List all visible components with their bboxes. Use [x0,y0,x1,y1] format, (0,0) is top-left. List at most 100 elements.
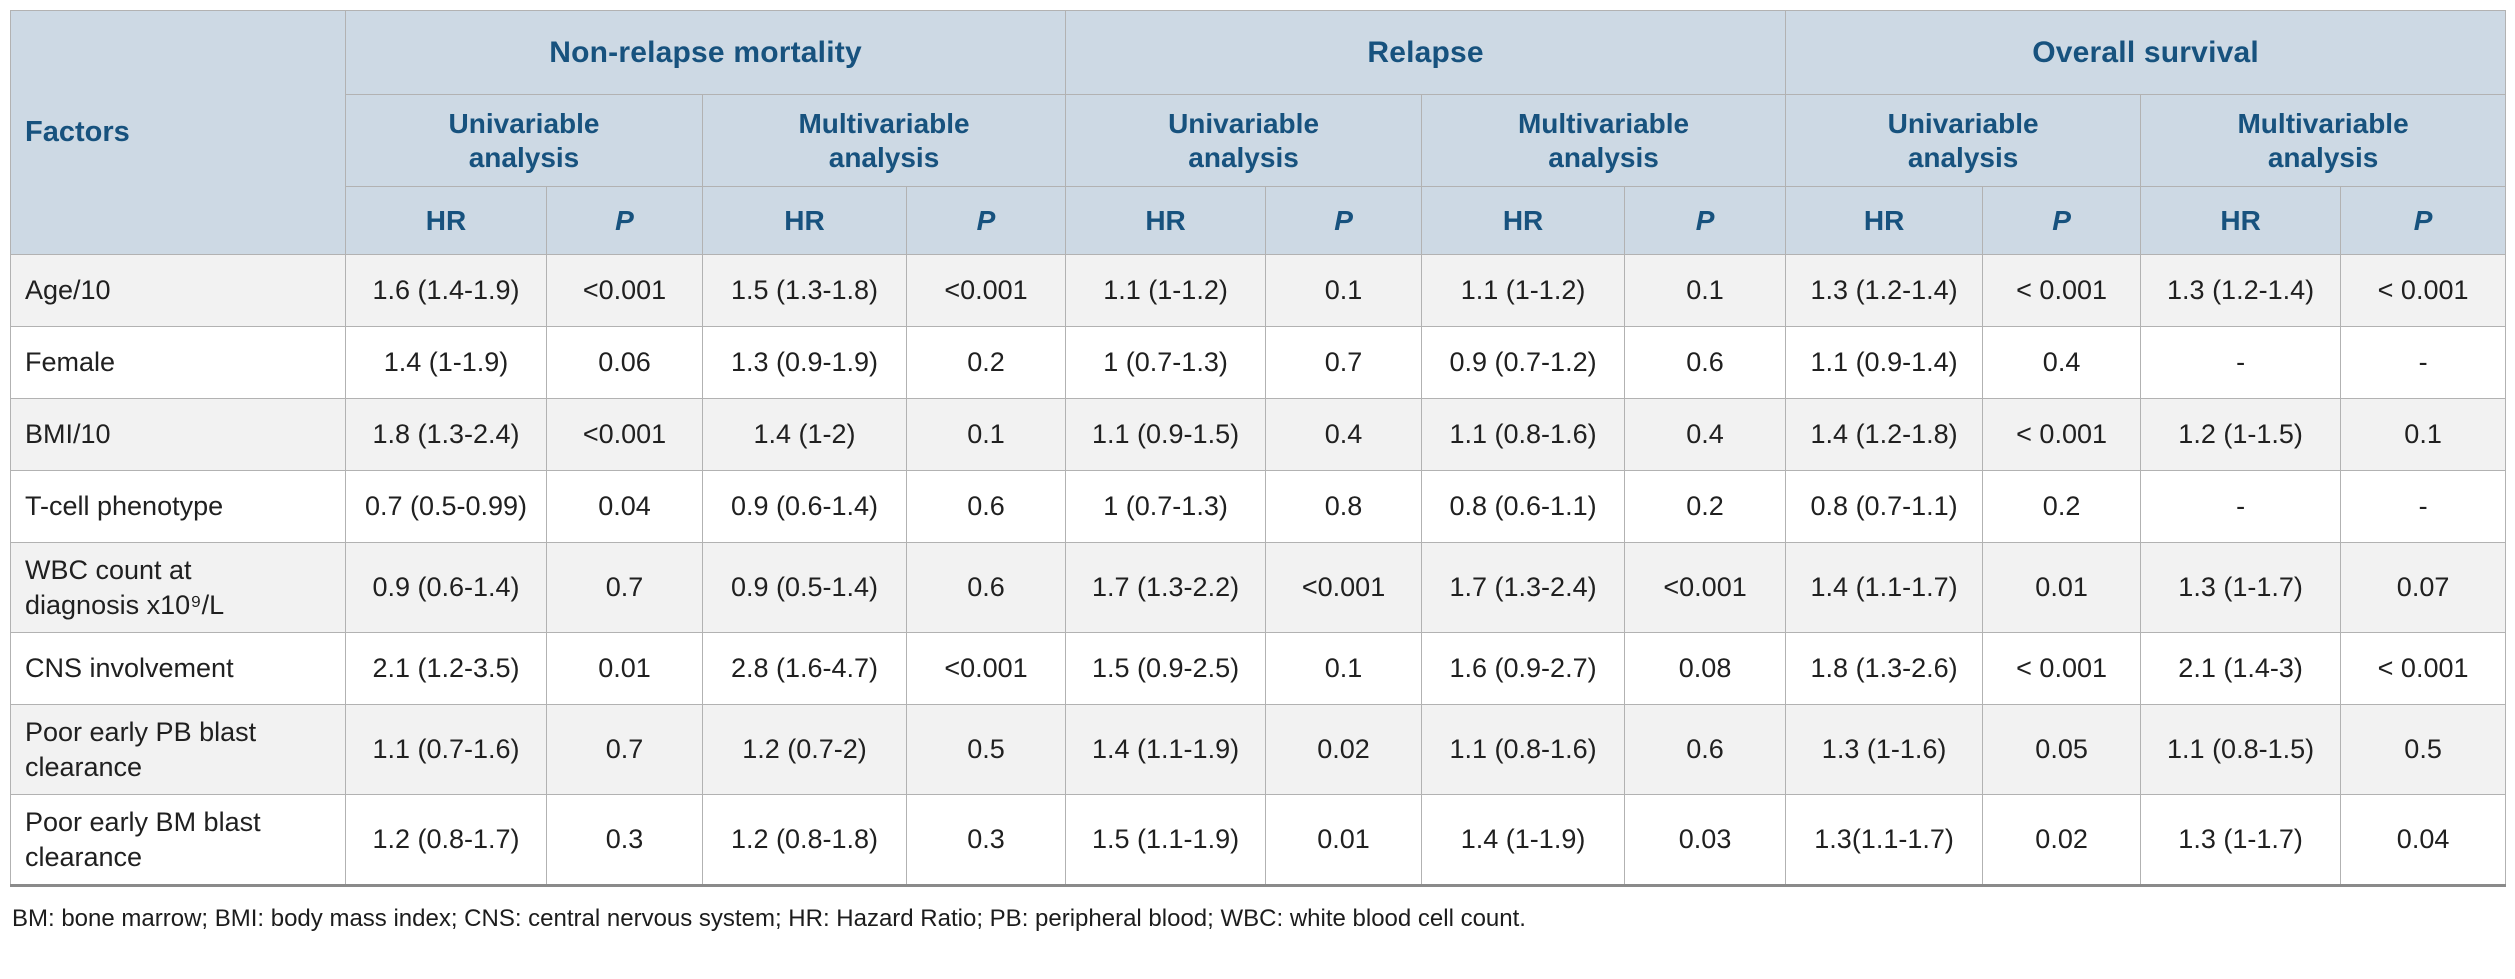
cell-nrm-multi-p: 0.3 [905,794,1067,887]
group-header-overall-survival: Overall survival [1785,10,2507,95]
table-row: T-cell phenotype 0.7 (0.5-0.99) 0.04 0.9 (0… [10,470,2507,543]
cell-os-uni-hr: 1.8 (1.3-2.6) [1785,632,1984,706]
table-row: WBC count at diagnosis x10⁹/L 0.9 (0.6-1.… [10,541,2507,634]
subheader-relapse-multivariable: Multivariable analysis [1421,94,1787,187]
cell-os-multi-p: < 0.001 [2340,632,2507,706]
cell-os-uni-p: 0.2 [1982,470,2142,543]
cell-relapse-multi-hr: 1.1 (0.8-1.6) [1421,398,1626,471]
cell-nrm-uni-hr: 1.8 (1.3-2.4) [345,398,547,471]
cell-nrm-uni-p: 0.3 [546,794,703,887]
table-header: Factors Non-relapse mortality Relapse Ov… [10,10,2507,255]
col-header-p-relapse-uni: P [1265,186,1423,255]
cell-relapse-uni-p: 0.4 [1265,398,1423,471]
factor-cell: Age/10 [10,254,346,327]
col-header-p-relapse-multi: P [1624,186,1787,255]
cell-os-multi-p: < 0.001 [2340,254,2507,327]
subheader-relapse-univariable: Univariable analysis [1065,94,1423,187]
cell-os-multi-hr: 1.2 (1-1.5) [2140,398,2342,471]
cell-os-multi-p: 0.04 [2340,794,2507,887]
col-header-p-nrm-multi: P [905,186,1067,255]
col-header-hr-os-multi: HR [2140,186,2342,255]
cell-nrm-multi-p: 0.5 [905,704,1067,796]
cell-relapse-uni-hr: 1.5 (0.9-2.5) [1065,632,1267,706]
cell-nrm-multi-p: <0.001 [905,254,1067,327]
table-row: Female 1.4 (1-1.9) 0.06 1.3 (0.9-1.9) 0.2 1 (… [10,326,2507,399]
cell-nrm-multi-hr: 0.9 (0.6-1.4) [702,470,907,543]
cell-os-multi-hr: 1.3 (1-1.7) [2140,541,2342,634]
cell-os-uni-p: 0.4 [1982,326,2142,399]
cell-nrm-multi-hr: 2.8 (1.6-4.7) [702,632,907,706]
cell-relapse-multi-hr: 1.7 (1.3-2.4) [1421,541,1626,634]
cell-nrm-uni-hr: 0.7 (0.5-0.99) [345,470,547,543]
cell-relapse-multi-p: <0.001 [1624,541,1787,634]
cell-nrm-uni-hr: 2.1 (1.2-3.5) [345,632,547,706]
cell-relapse-multi-p: 0.4 [1624,398,1787,471]
factor-cell: T-cell phenotype [10,470,346,543]
cell-nrm-uni-p: <0.001 [546,398,703,471]
cell-nrm-uni-p: 0.06 [546,326,703,399]
cell-nrm-uni-hr: 1.4 (1-1.9) [345,326,547,399]
cell-os-multi-p: - [2340,326,2507,399]
table-body: Age/10 1.6 (1.4-1.9) <0.001 1.5 (1.3-1.8) <0… [10,254,2507,887]
cell-nrm-multi-p: <0.001 [905,632,1067,706]
cell-os-uni-p: < 0.001 [1982,254,2142,327]
cell-nrm-uni-p: 0.7 [546,541,703,634]
col-header-p-os-uni: P [1982,186,2142,255]
cell-relapse-multi-hr: 0.9 (0.7-1.2) [1421,326,1626,399]
cell-os-uni-hr: 1.4 (1.2-1.8) [1785,398,1984,471]
abbreviations-footnote: BM: bone marrow; BMI: body mass index; C… [12,905,1526,933]
table-row: BMI/10 1.8 (1.3-2.4) <0.001 1.4 (1-2) 0.1 1.1… [10,398,2507,471]
cell-nrm-multi-p: 0.1 [905,398,1067,471]
cell-relapse-multi-p: 0.6 [1624,326,1787,399]
cell-relapse-uni-hr: 1 (0.7-1.3) [1065,326,1267,399]
cell-os-uni-p: 0.02 [1982,794,2142,887]
col-header-hr-nrm-multi: HR [702,186,907,255]
table-row: Poor early PB blast clearance 1.1 (0.7-1.… [10,704,2507,796]
cell-relapse-uni-p: 0.01 [1265,794,1423,887]
cell-relapse-uni-hr: 1.1 (1-1.2) [1065,254,1267,327]
cell-os-multi-p: 0.1 [2340,398,2507,471]
subheader-nrm-univariable: Univariable analysis [345,94,703,187]
cell-relapse-uni-p: 0.1 [1265,632,1423,706]
cell-relapse-uni-p: 0.02 [1265,704,1423,796]
cell-nrm-uni-hr: 1.6 (1.4-1.9) [345,254,547,327]
cell-relapse-multi-hr: 0.8 (0.6-1.1) [1421,470,1626,543]
cell-os-multi-hr: 1.3 (1.2-1.4) [2140,254,2342,327]
cell-relapse-uni-p: 0.8 [1265,470,1423,543]
cell-nrm-multi-p: 0.6 [905,541,1067,634]
col-header-hr-os-uni: HR [1785,186,1984,255]
cell-os-multi-p: 0.5 [2340,704,2507,796]
cell-relapse-multi-p: 0.08 [1624,632,1787,706]
cell-relapse-multi-p: 0.6 [1624,704,1787,796]
table-row: Age/10 1.6 (1.4-1.9) <0.001 1.5 (1.3-1.8) <0… [10,254,2507,327]
table-row: Poor early BM blast clearance 1.2 (0.8-1.… [10,794,2507,887]
cell-nrm-multi-hr: 1.3 (0.9-1.9) [702,326,907,399]
factor-cell: Female [10,326,346,399]
cell-os-multi-hr: - [2140,326,2342,399]
col-header-hr-nrm-uni: HR [345,186,547,255]
cell-relapse-uni-p: 0.1 [1265,254,1423,327]
cell-nrm-uni-p: 0.7 [546,704,703,796]
cell-relapse-uni-hr: 1.1 (0.9-1.5) [1065,398,1267,471]
cell-nrm-uni-hr: 0.9 (0.6-1.4) [345,541,547,634]
cell-os-uni-hr: 1.4 (1.1-1.7) [1785,541,1984,634]
cell-nrm-uni-p: 0.01 [546,632,703,706]
cell-os-multi-hr: 1.3 (1-1.7) [2140,794,2342,887]
cell-relapse-uni-p: <0.001 [1265,541,1423,634]
subheader-nrm-multivariable: Multivariable analysis [701,94,1067,187]
cell-os-uni-hr: 1.3(1.1-1.7) [1785,794,1984,887]
subheader-os-univariable: Univariable analysis [1785,94,2142,187]
cell-os-multi-hr: - [2140,470,2342,543]
results-table: Factors Non-relapse mortality Relapse Ov… [10,10,2507,888]
cell-nrm-multi-hr: 1.2 (0.8-1.8) [702,794,907,887]
factor-cell: Poor early PB blast clearance [10,704,346,796]
cell-nrm-multi-hr: 1.2 (0.7-2) [702,704,907,796]
cell-nrm-multi-hr: 1.4 (1-2) [702,398,907,471]
factor-cell: WBC count at diagnosis x10⁹/L [10,541,346,634]
cell-os-uni-p: 0.01 [1982,541,2142,634]
subheader-os-multivariable: Multivariable analysis [2140,94,2507,187]
cell-nrm-uni-hr: 1.1 (0.7-1.6) [345,704,547,796]
cell-nrm-multi-hr: 1.5 (1.3-1.8) [702,254,907,327]
cell-relapse-multi-hr: 1.1 (1-1.2) [1421,254,1626,327]
cell-os-multi-hr: 1.1 (0.8-1.5) [2140,704,2342,796]
